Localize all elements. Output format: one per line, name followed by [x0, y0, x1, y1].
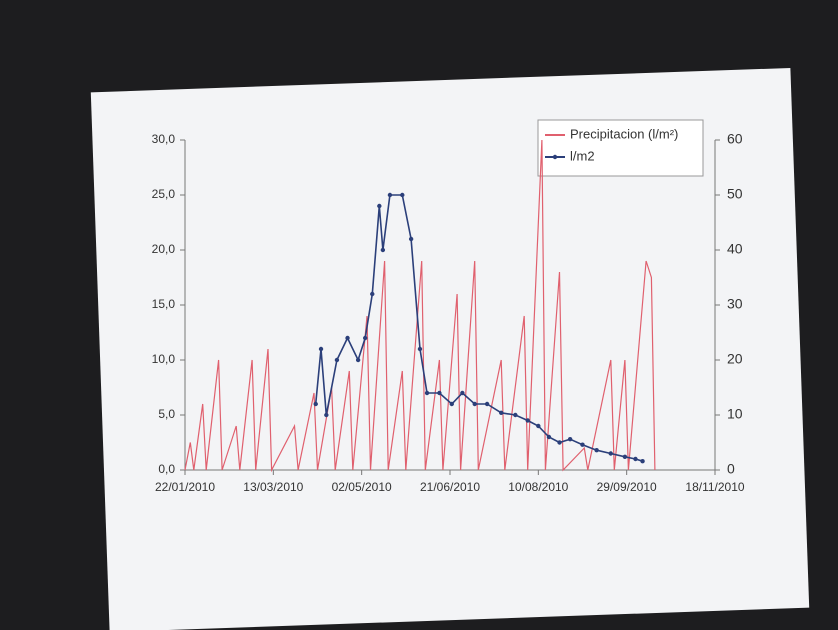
point	[633, 457, 637, 461]
point	[623, 455, 627, 459]
point	[526, 418, 530, 422]
legend-label: Precipitacion (l/m²)	[570, 126, 678, 141]
x-tick-label: 13/03/2010	[243, 480, 303, 494]
x-tick-label: 21/06/2010	[420, 480, 480, 494]
point	[580, 443, 584, 447]
y2-tick-label: 0	[727, 461, 735, 477]
point	[388, 193, 392, 197]
y2-tick-label: 30	[727, 296, 743, 312]
y2-tick-label: 50	[727, 186, 743, 202]
point	[568, 437, 572, 441]
point	[377, 204, 381, 208]
point	[345, 336, 349, 340]
point	[370, 292, 374, 296]
point	[418, 347, 422, 351]
y-tick-label: 0,0	[158, 462, 175, 476]
y-tick-label: 25,0	[152, 187, 176, 201]
x-tick-label: 02/05/2010	[332, 480, 392, 494]
y-tick-label: 10,0	[152, 352, 176, 366]
point	[400, 193, 404, 197]
x-tick-label: 10/08/2010	[508, 480, 568, 494]
point	[314, 402, 318, 406]
y-tick-label: 5,0	[158, 407, 175, 421]
point	[450, 402, 454, 406]
point	[640, 459, 644, 463]
y-tick-label: 20,0	[152, 242, 176, 256]
y2-tick-label: 10	[727, 406, 743, 422]
point	[363, 336, 367, 340]
point	[381, 248, 385, 252]
point	[499, 411, 503, 415]
point	[609, 451, 613, 455]
point	[409, 237, 413, 241]
point	[557, 440, 561, 444]
legend-label: l/m2	[570, 148, 595, 163]
point	[547, 435, 551, 439]
point	[594, 448, 598, 452]
point	[335, 358, 339, 362]
y-tick-label: 30,0	[152, 132, 176, 146]
x-tick-label: 18/11/2010	[685, 480, 744, 494]
x-tick-label: 29/09/2010	[597, 480, 657, 494]
legend-marker	[553, 155, 557, 159]
y2-tick-label: 60	[727, 131, 743, 147]
photo: 0,0 5,0 10,0 15,0 20,0 25,0 30,0 0 10 20 30 40 50 60 2…	[0, 0, 838, 630]
y2-tick-label: 20	[727, 351, 743, 367]
point	[485, 402, 489, 406]
y2-tick-label: 40	[727, 241, 743, 257]
point	[513, 413, 517, 417]
point	[319, 347, 323, 351]
point	[473, 402, 477, 406]
point	[460, 391, 464, 395]
y-tick-label: 15,0	[152, 297, 176, 311]
point	[324, 413, 328, 417]
point	[425, 391, 429, 395]
point	[437, 391, 441, 395]
point	[356, 358, 360, 362]
x-tick-label: 22/01/2010	[155, 480, 215, 494]
point	[536, 424, 540, 428]
